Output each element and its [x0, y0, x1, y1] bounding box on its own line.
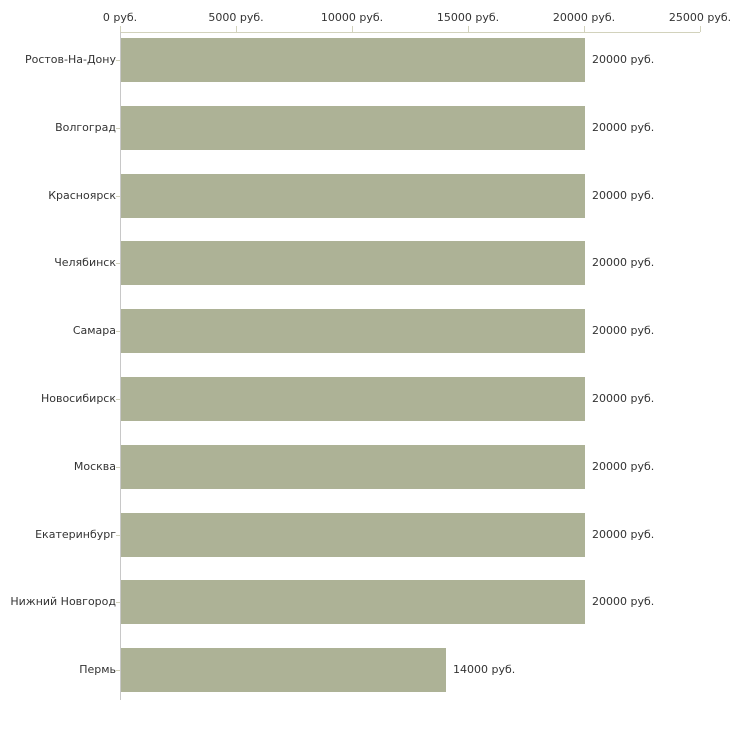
bar[interactable]: [121, 444, 585, 489]
bar[interactable]: [121, 38, 585, 82]
bar[interactable]: [121, 173, 585, 218]
category-label: Новосибирск: [40, 392, 116, 405]
x-axis-tick: [700, 26, 701, 32]
value-label: 20000 руб.: [592, 324, 655, 338]
bar[interactable]: [121, 377, 585, 421]
x-axis-tick-label: 15000 руб.: [436, 11, 500, 24]
x-axis-tick-label: 20000 руб.: [552, 11, 616, 24]
category-tick: [116, 128, 120, 129]
category-tick: [116, 331, 120, 332]
x-axis-tick: [352, 26, 353, 32]
category-tick: [116, 60, 120, 61]
category-label: Самара: [72, 324, 116, 338]
value-label: 20000 руб.: [592, 527, 655, 541]
category-label: Челябинск: [54, 256, 116, 270]
category-label: Нижний Новгород: [10, 595, 116, 609]
value-label: 14000 руб.: [453, 663, 516, 677]
x-axis-tick: [468, 26, 469, 32]
x-axis-tick-label: 0 руб.: [102, 11, 138, 24]
category-tick: [116, 399, 120, 400]
category-label: Красноярск: [48, 188, 116, 202]
bar[interactable]: [121, 648, 446, 693]
value-label: 20000 руб.: [592, 188, 655, 202]
category-label: Пермь: [79, 663, 116, 677]
bar[interactable]: [121, 105, 585, 150]
bar[interactable]: [121, 512, 585, 557]
x-axis-tick-label: 25000 руб.: [668, 11, 730, 24]
bar[interactable]: [121, 309, 585, 354]
value-label: 20000 руб.: [592, 256, 655, 270]
category-tick: [116, 263, 120, 264]
category-tick: [116, 196, 120, 197]
category-label: Екатеринбург: [35, 527, 116, 541]
category-tick: [116, 670, 120, 671]
bar[interactable]: [121, 580, 585, 625]
value-label: 20000 руб.: [592, 595, 655, 609]
x-axis-tick-label: 5000 руб.: [208, 11, 264, 24]
category-tick: [116, 467, 120, 468]
x-axis-tick-label: 10000 руб.: [320, 11, 384, 24]
y-axis-line: [120, 32, 121, 700]
x-axis-line: [120, 32, 700, 33]
category-label: Волгоград: [55, 120, 116, 134]
category-tick: [116, 535, 120, 536]
category-label: Москва: [73, 459, 116, 473]
bar[interactable]: [121, 241, 585, 286]
x-axis-tick: [584, 26, 585, 32]
x-axis-tick: [120, 26, 121, 32]
value-label: 20000 руб.: [592, 392, 655, 405]
category-tick: [116, 602, 120, 603]
category-label: Ростов-На-Дону: [24, 53, 116, 66]
value-label: 20000 руб.: [592, 459, 655, 473]
x-axis-tick: [236, 26, 237, 32]
value-label: 20000 руб.: [592, 53, 655, 66]
value-label: 20000 руб.: [592, 120, 655, 134]
